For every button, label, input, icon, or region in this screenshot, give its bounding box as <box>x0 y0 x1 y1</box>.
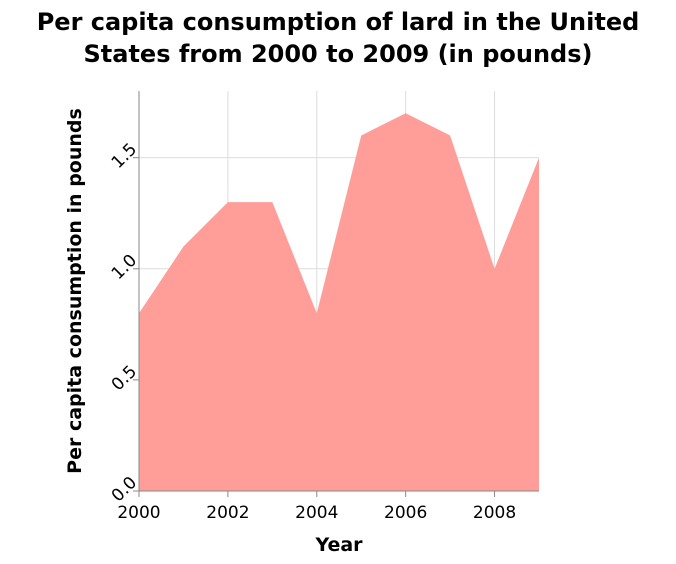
area-series <box>139 113 539 491</box>
area-fill <box>139 113 539 491</box>
chart-title-line-1: Per capita consumption of lard in the Un… <box>37 8 640 36</box>
y-tick-label-1: 0.5 <box>108 362 141 395</box>
y-tick-label-2: 1.0 <box>108 251 141 284</box>
x-axis-label: Year <box>314 534 363 556</box>
x-tick-label-3: 2006 <box>384 503 427 523</box>
x-tick-label-0: 2000 <box>117 503 160 523</box>
axes <box>133 91 539 497</box>
y-axis-label: Per capita consumption in pounds <box>64 108 86 474</box>
x-tick-label-4: 2008 <box>473 503 516 523</box>
y-tick-label-0: 0.0 <box>108 473 141 506</box>
x-tick-label-2: 2004 <box>295 503 338 523</box>
chart-title-line-2: States from 2000 to 2009 (in pounds) <box>83 40 592 68</box>
x-tick-label-1: 2002 <box>206 503 249 523</box>
y-tick-label-3: 1.5 <box>108 139 141 172</box>
